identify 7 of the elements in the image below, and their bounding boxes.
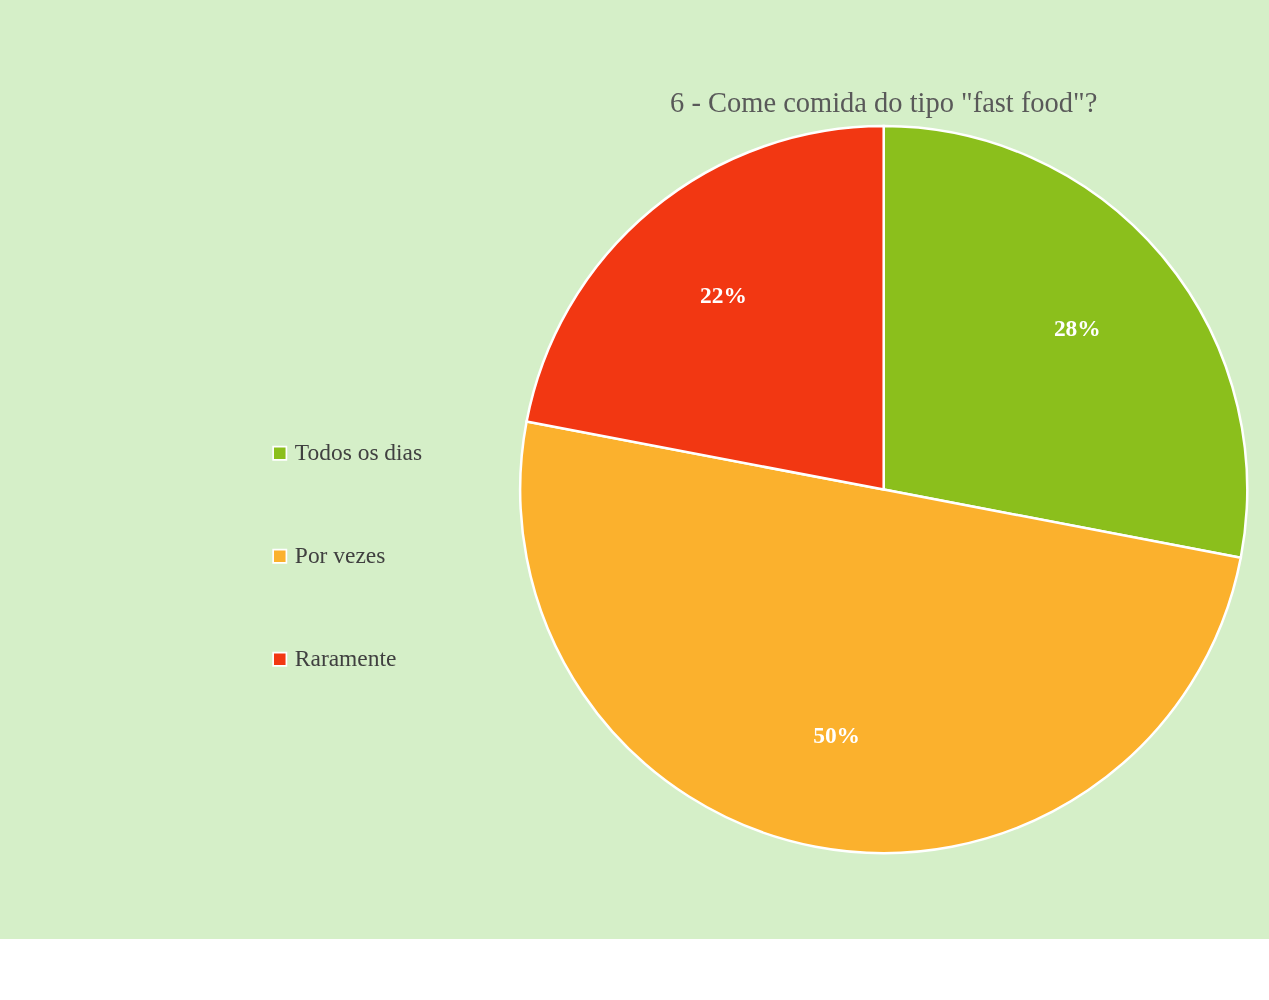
legend-label: Por vezes [294, 541, 386, 568]
legend-label: Raramente [294, 644, 397, 671]
chart-title: 6 - Come comida do tipo "fast food"? [670, 86, 1098, 118]
data-label: 28% [1053, 315, 1101, 342]
legend-label: Todos os dias [294, 438, 423, 465]
data-label: 22% [700, 281, 747, 308]
data-label: 50% [813, 722, 861, 749]
